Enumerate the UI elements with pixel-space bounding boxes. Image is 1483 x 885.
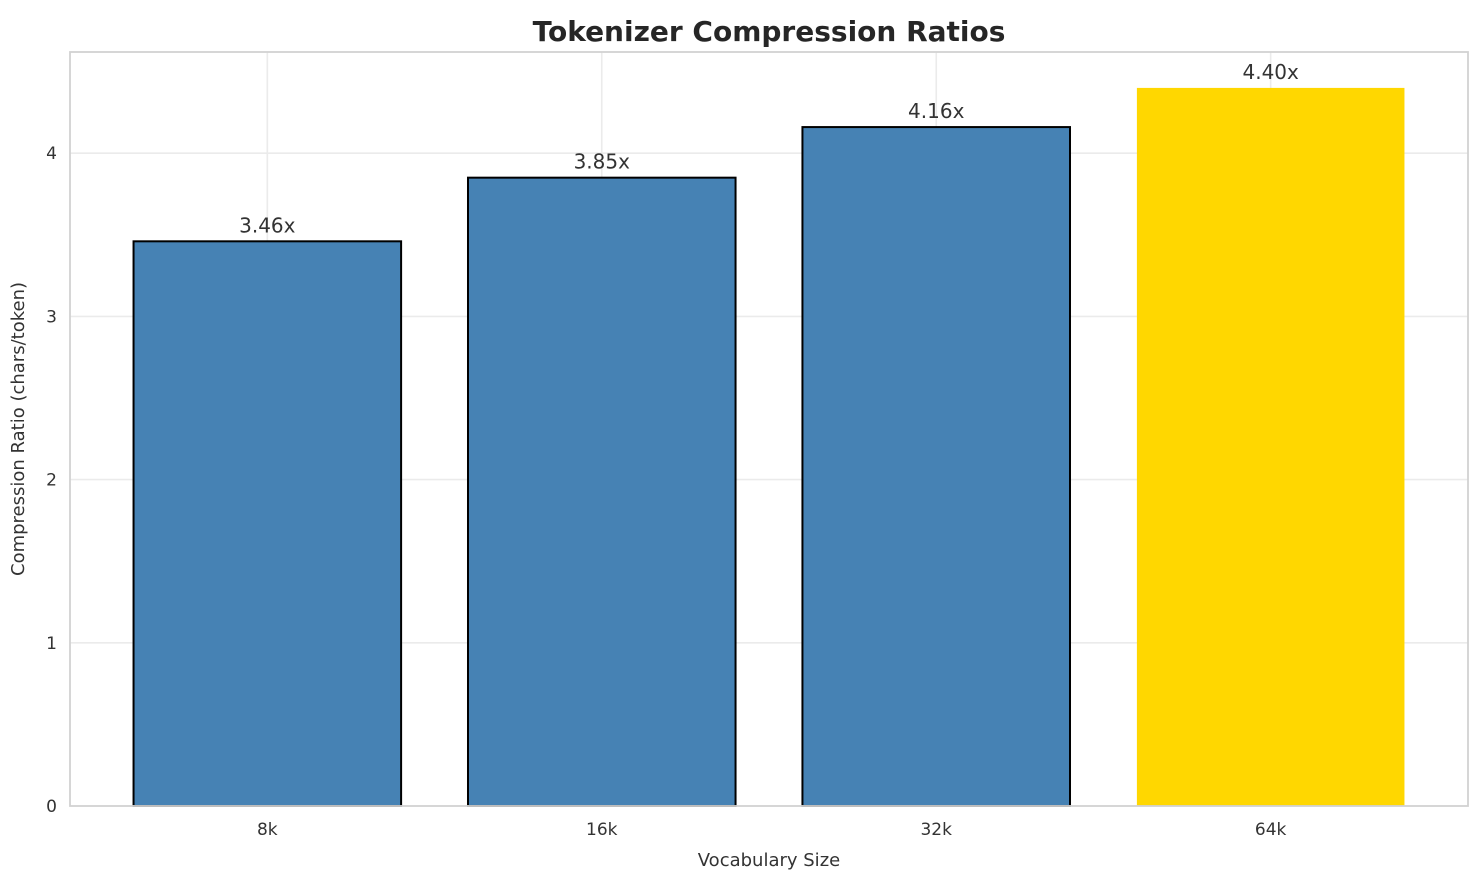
bar-32k (801, 126, 1072, 807)
x-tick-label-32k: 32k (920, 820, 952, 840)
bar-value-labels: 3.46x 3.85x 4.16x 4.40x (239, 60, 1299, 237)
x-axis-label: Vocabulary Size (698, 850, 840, 871)
chart-title: Tokenizer Compression Ratios (533, 15, 1006, 48)
axes-spines (69, 51, 1469, 807)
bar-64k (1136, 87, 1405, 806)
bar-16k (466, 176, 737, 807)
y-tick-label: 3 (46, 307, 57, 327)
value-label-16k: 3.85x (574, 150, 631, 174)
value-label-64k: 4.40x (1242, 60, 1299, 84)
y-axis-label: Compression Ratio (chars/token) (8, 282, 29, 576)
y-tick-label: 2 (46, 471, 57, 491)
value-label-8k: 3.46x (239, 213, 296, 237)
bars (132, 87, 1405, 807)
y-tick-label: 0 (46, 797, 57, 817)
x-tick-label-16k: 16k (586, 820, 618, 840)
x-tick-label-8k: 8k (257, 820, 278, 840)
value-label-32k: 4.16x (908, 99, 965, 123)
x-tick-label-64k: 64k (1255, 820, 1287, 840)
y-axis-tick-labels: 0 1 2 3 4 (46, 144, 57, 817)
plot-border (69, 51, 1469, 807)
x-axis-tick-labels: 8k 16k 32k 64k (257, 820, 1287, 840)
y-tick-label: 4 (46, 144, 57, 164)
bar-8k (132, 240, 403, 807)
y-tick-label: 1 (46, 634, 57, 654)
